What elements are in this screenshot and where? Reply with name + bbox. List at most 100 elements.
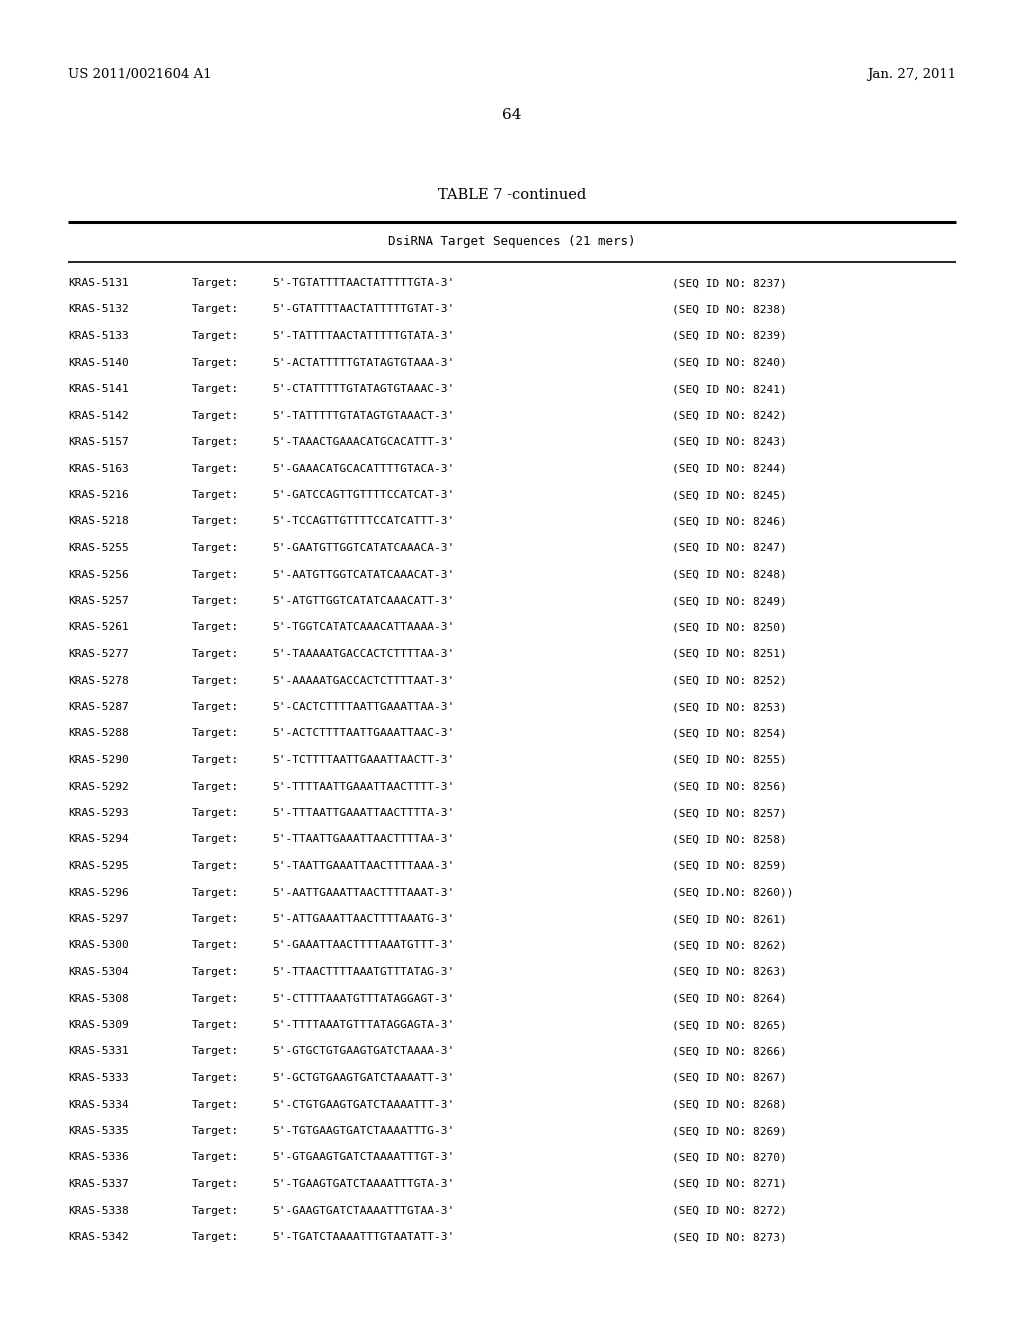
Text: KRAS-5336: KRAS-5336 <box>68 1152 129 1163</box>
Text: Target:: Target: <box>193 729 240 738</box>
Text: Target:: Target: <box>193 994 240 1003</box>
Text: (SEQ ID NO: 8247): (SEQ ID NO: 8247) <box>672 543 786 553</box>
Text: KRAS-5131: KRAS-5131 <box>68 279 129 288</box>
Text: 5'-TAATTGAAATTAACTTTTAAA-3': 5'-TAATTGAAATTAACTTTTAAA-3' <box>272 861 455 871</box>
Text: Target:: Target: <box>193 437 240 447</box>
Text: Target:: Target: <box>193 1020 240 1030</box>
Text: 5'-GAATGTTGGTCATATCAAACA-3': 5'-GAATGTTGGTCATATCAAACA-3' <box>272 543 455 553</box>
Text: KRAS-5278: KRAS-5278 <box>68 676 129 685</box>
Text: KRAS-5290: KRAS-5290 <box>68 755 129 766</box>
Text: (SEQ ID NO: 8256): (SEQ ID NO: 8256) <box>672 781 786 792</box>
Text: (SEQ ID NO: 8262): (SEQ ID NO: 8262) <box>672 940 786 950</box>
Text: Target:: Target: <box>193 1126 240 1137</box>
Text: Target:: Target: <box>193 1047 240 1056</box>
Text: (SEQ ID NO: 8244): (SEQ ID NO: 8244) <box>672 463 786 474</box>
Text: (SEQ ID NO: 8267): (SEQ ID NO: 8267) <box>672 1073 786 1082</box>
Text: (SEQ ID NO: 8268): (SEQ ID NO: 8268) <box>672 1100 786 1110</box>
Text: 5'-TCCAGTTGTTTTCCATCATTT-3': 5'-TCCAGTTGTTTTCCATCATTT-3' <box>272 516 455 527</box>
Text: 5'-TGTATTTTAACTATTTTTGTA-3': 5'-TGTATTTTAACTATTTTTGTA-3' <box>272 279 455 288</box>
Text: 5'-ATTGAAATTAACTTTTAAATG-3': 5'-ATTGAAATTAACTTTTAAATG-3' <box>272 913 455 924</box>
Text: KRAS-5257: KRAS-5257 <box>68 597 129 606</box>
Text: Target:: Target: <box>193 887 240 898</box>
Text: (SEQ ID NO: 8255): (SEQ ID NO: 8255) <box>672 755 786 766</box>
Text: (SEQ ID NO: 8254): (SEQ ID NO: 8254) <box>672 729 786 738</box>
Text: KRAS-5140: KRAS-5140 <box>68 358 129 367</box>
Text: KRAS-5277: KRAS-5277 <box>68 649 129 659</box>
Text: Target:: Target: <box>193 543 240 553</box>
Text: Target:: Target: <box>193 1205 240 1216</box>
Text: 5'-CTATTTTTGTATAGTGTAAAC-3': 5'-CTATTTTTGTATAGTGTAAAC-3' <box>272 384 455 393</box>
Text: Target:: Target: <box>193 702 240 711</box>
Text: 5'-ACTATTTTTGTATAGTGTAAA-3': 5'-ACTATTTTTGTATAGTGTAAA-3' <box>272 358 455 367</box>
Text: Target:: Target: <box>193 649 240 659</box>
Text: KRAS-5163: KRAS-5163 <box>68 463 129 474</box>
Text: (SEQ ID NO: 8246): (SEQ ID NO: 8246) <box>672 516 786 527</box>
Text: 64: 64 <box>502 108 522 121</box>
Text: 5'-TGTGAAGTGATCTAAAATTTG-3': 5'-TGTGAAGTGATCTAAAATTTG-3' <box>272 1126 455 1137</box>
Text: KRAS-5292: KRAS-5292 <box>68 781 129 792</box>
Text: 5'-GTATTTTAACTATTTTTGTAT-3': 5'-GTATTTTAACTATTTTTGTAT-3' <box>272 305 455 314</box>
Text: Target:: Target: <box>193 913 240 924</box>
Text: 5'-TCTTTTAATTGAAATTAACTT-3': 5'-TCTTTTAATTGAAATTAACTT-3' <box>272 755 455 766</box>
Text: (SEQ ID NO: 8265): (SEQ ID NO: 8265) <box>672 1020 786 1030</box>
Text: Target:: Target: <box>193 940 240 950</box>
Text: KRAS-5300: KRAS-5300 <box>68 940 129 950</box>
Text: TABLE 7 -continued: TABLE 7 -continued <box>438 187 586 202</box>
Text: KRAS-5293: KRAS-5293 <box>68 808 129 818</box>
Text: KRAS-5308: KRAS-5308 <box>68 994 129 1003</box>
Text: KRAS-5133: KRAS-5133 <box>68 331 129 341</box>
Text: Target:: Target: <box>193 358 240 367</box>
Text: KRAS-5255: KRAS-5255 <box>68 543 129 553</box>
Text: 5'-AATGTTGGTCATATCAAACAT-3': 5'-AATGTTGGTCATATCAAACAT-3' <box>272 569 455 579</box>
Text: Target:: Target: <box>193 331 240 341</box>
Text: (SEQ ID NO: 8249): (SEQ ID NO: 8249) <box>672 597 786 606</box>
Text: Target:: Target: <box>193 861 240 871</box>
Text: KRAS-5338: KRAS-5338 <box>68 1205 129 1216</box>
Text: 5'-GAAGTGATCTAAAATTTGTAA-3': 5'-GAAGTGATCTAAAATTTGTAA-3' <box>272 1205 455 1216</box>
Text: KRAS-5132: KRAS-5132 <box>68 305 129 314</box>
Text: Target:: Target: <box>193 1073 240 1082</box>
Text: (SEQ ID NO: 8253): (SEQ ID NO: 8253) <box>672 702 786 711</box>
Text: (SEQ ID NO: 8250): (SEQ ID NO: 8250) <box>672 623 786 632</box>
Text: Target:: Target: <box>193 597 240 606</box>
Text: KRAS-5296: KRAS-5296 <box>68 887 129 898</box>
Text: Target:: Target: <box>193 411 240 421</box>
Text: KRAS-5261: KRAS-5261 <box>68 623 129 632</box>
Text: (SEQ ID NO: 8237): (SEQ ID NO: 8237) <box>672 279 786 288</box>
Text: (SEQ ID NO: 8259): (SEQ ID NO: 8259) <box>672 861 786 871</box>
Text: (SEQ ID NO: 8242): (SEQ ID NO: 8242) <box>672 411 786 421</box>
Text: Jan. 27, 2011: Jan. 27, 2011 <box>867 69 956 81</box>
Text: (SEQ ID NO: 8272): (SEQ ID NO: 8272) <box>672 1205 786 1216</box>
Text: 5'-GTGCTGTGAAGTGATCTAAAA-3': 5'-GTGCTGTGAAGTGATCTAAAA-3' <box>272 1047 455 1056</box>
Text: Target:: Target: <box>193 623 240 632</box>
Text: (SEQ ID NO: 8245): (SEQ ID NO: 8245) <box>672 490 786 500</box>
Text: (SEQ ID.NO: 8260)): (SEQ ID.NO: 8260)) <box>672 887 794 898</box>
Text: (SEQ ID NO: 8257): (SEQ ID NO: 8257) <box>672 808 786 818</box>
Text: 5'-AATTGAAATTAACTTTTAAAT-3': 5'-AATTGAAATTAACTTTTAAAT-3' <box>272 887 455 898</box>
Text: (SEQ ID NO: 8248): (SEQ ID NO: 8248) <box>672 569 786 579</box>
Text: Target:: Target: <box>193 490 240 500</box>
Text: 5'-TTTTAATTGAAATTAACTTTT-3': 5'-TTTTAATTGAAATTAACTTTT-3' <box>272 781 455 792</box>
Text: 5'-CACTCTTTTAATTGAAATTAA-3': 5'-CACTCTTTTAATTGAAATTAA-3' <box>272 702 455 711</box>
Text: Target:: Target: <box>193 755 240 766</box>
Text: (SEQ ID NO: 8263): (SEQ ID NO: 8263) <box>672 968 786 977</box>
Text: Target:: Target: <box>193 1100 240 1110</box>
Text: 5'-TTTTAAATGTTTATAGGAGTA-3': 5'-TTTTAAATGTTTATAGGAGTA-3' <box>272 1020 455 1030</box>
Text: KRAS-5287: KRAS-5287 <box>68 702 129 711</box>
Text: (SEQ ID NO: 8261): (SEQ ID NO: 8261) <box>672 913 786 924</box>
Text: Target:: Target: <box>193 463 240 474</box>
Text: Target:: Target: <box>193 516 240 527</box>
Text: KRAS-5335: KRAS-5335 <box>68 1126 129 1137</box>
Text: Target:: Target: <box>193 968 240 977</box>
Text: (SEQ ID NO: 8271): (SEQ ID NO: 8271) <box>672 1179 786 1189</box>
Text: (SEQ ID NO: 8269): (SEQ ID NO: 8269) <box>672 1126 786 1137</box>
Text: (SEQ ID NO: 8238): (SEQ ID NO: 8238) <box>672 305 786 314</box>
Text: Target:: Target: <box>193 781 240 792</box>
Text: 5'-GATCCAGTTGTTTTCCATCAT-3': 5'-GATCCAGTTGTTTTCCATCAT-3' <box>272 490 455 500</box>
Text: KRAS-5141: KRAS-5141 <box>68 384 129 393</box>
Text: (SEQ ID NO: 8251): (SEQ ID NO: 8251) <box>672 649 786 659</box>
Text: KRAS-5142: KRAS-5142 <box>68 411 129 421</box>
Text: KRAS-5157: KRAS-5157 <box>68 437 129 447</box>
Text: Target:: Target: <box>193 676 240 685</box>
Text: Target:: Target: <box>193 384 240 393</box>
